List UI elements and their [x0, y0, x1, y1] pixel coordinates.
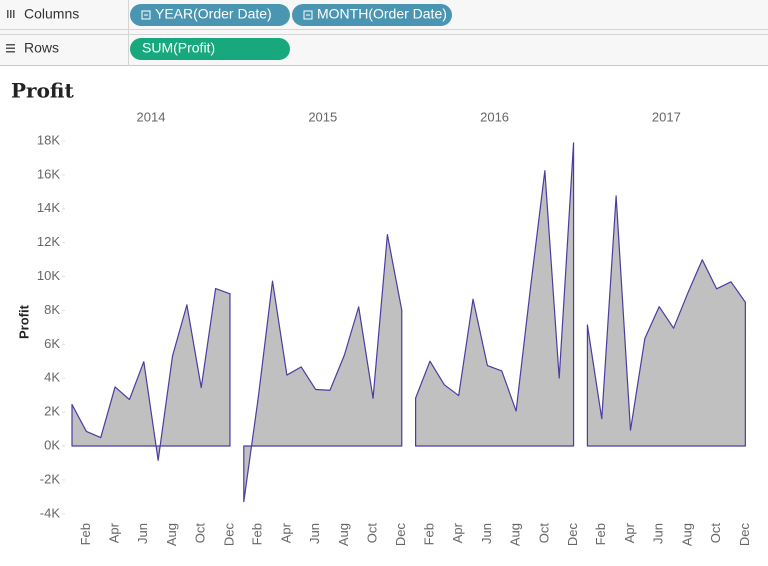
- year-header: 2017: [652, 109, 681, 124]
- x-tick-label: Aug: [164, 523, 179, 546]
- pill-label: YEAR(Order Date): [155, 6, 272, 22]
- x-tick-label: Dec: [737, 523, 752, 547]
- y-tick-label: 4K: [44, 370, 60, 385]
- y-tick-label: 8K: [44, 302, 60, 317]
- x-tick-label: Jun: [651, 523, 666, 544]
- y-tick-label: 0K: [44, 437, 60, 452]
- area: [415, 142, 575, 447]
- x-tick-label: Apr: [107, 522, 122, 543]
- x-tick-label: Aug: [336, 523, 351, 546]
- x-tick-label: Feb: [593, 523, 608, 545]
- x-tick-label: Aug: [679, 523, 694, 546]
- shelf-label: Columns: [24, 6, 79, 22]
- y-tick-label: 14K: [37, 200, 60, 215]
- x-tick-label: Apr: [622, 522, 637, 543]
- pill-icon: [141, 10, 151, 20]
- y-tick-label: 10K: [37, 268, 60, 283]
- x-tick-label: Dec: [565, 523, 580, 547]
- y-tick-label: 6K: [44, 336, 60, 351]
- x-tick-label: Jun: [479, 523, 494, 544]
- x-tick-label: Feb: [250, 523, 265, 545]
- area: [71, 287, 231, 461]
- x-tick-label: Jun: [135, 523, 150, 544]
- chart-title: Profit: [11, 79, 74, 103]
- y-tick-label: 16K: [37, 166, 60, 181]
- shelf-label: Rows: [24, 40, 59, 56]
- x-tick-label: Oct: [536, 523, 551, 544]
- pill-label: SUM(Profit): [142, 40, 215, 56]
- year-header: 2016: [480, 109, 509, 124]
- x-tick-label: Apr: [278, 522, 293, 543]
- x-tick-label: Oct: [193, 523, 208, 544]
- pill[interactable]: [130, 4, 290, 26]
- x-tick-label: Jun: [307, 523, 322, 544]
- x-tick-label: Apr: [450, 522, 465, 543]
- year-header: 2015: [308, 109, 337, 124]
- x-tick-label: Aug: [508, 523, 523, 546]
- y-tick-label: -4K: [40, 505, 61, 520]
- pill[interactable]: [130, 38, 290, 60]
- y-tick-label: 18K: [37, 132, 60, 147]
- x-tick-label: Oct: [708, 523, 723, 544]
- year-header: 2014: [137, 109, 166, 124]
- x-tick-label: Oct: [364, 523, 379, 544]
- pill[interactable]: [292, 4, 452, 26]
- area: [586, 195, 746, 447]
- area: [243, 234, 403, 503]
- x-tick-label: Feb: [421, 523, 436, 545]
- y-tick-label: -2K: [40, 471, 61, 486]
- columns-icon: [7, 10, 15, 18]
- y-tick-label: 12K: [37, 234, 60, 249]
- y-tick-label: 2K: [44, 404, 60, 419]
- pill-icon: [303, 10, 313, 20]
- x-tick-label: Dec: [393, 523, 408, 547]
- y-axis-title: Profit: [16, 304, 31, 339]
- x-tick-label: Dec: [221, 523, 236, 547]
- pill-label: MONTH(Order Date): [317, 6, 447, 22]
- x-tick-label: Feb: [78, 523, 93, 545]
- rows-icon: [6, 44, 15, 53]
